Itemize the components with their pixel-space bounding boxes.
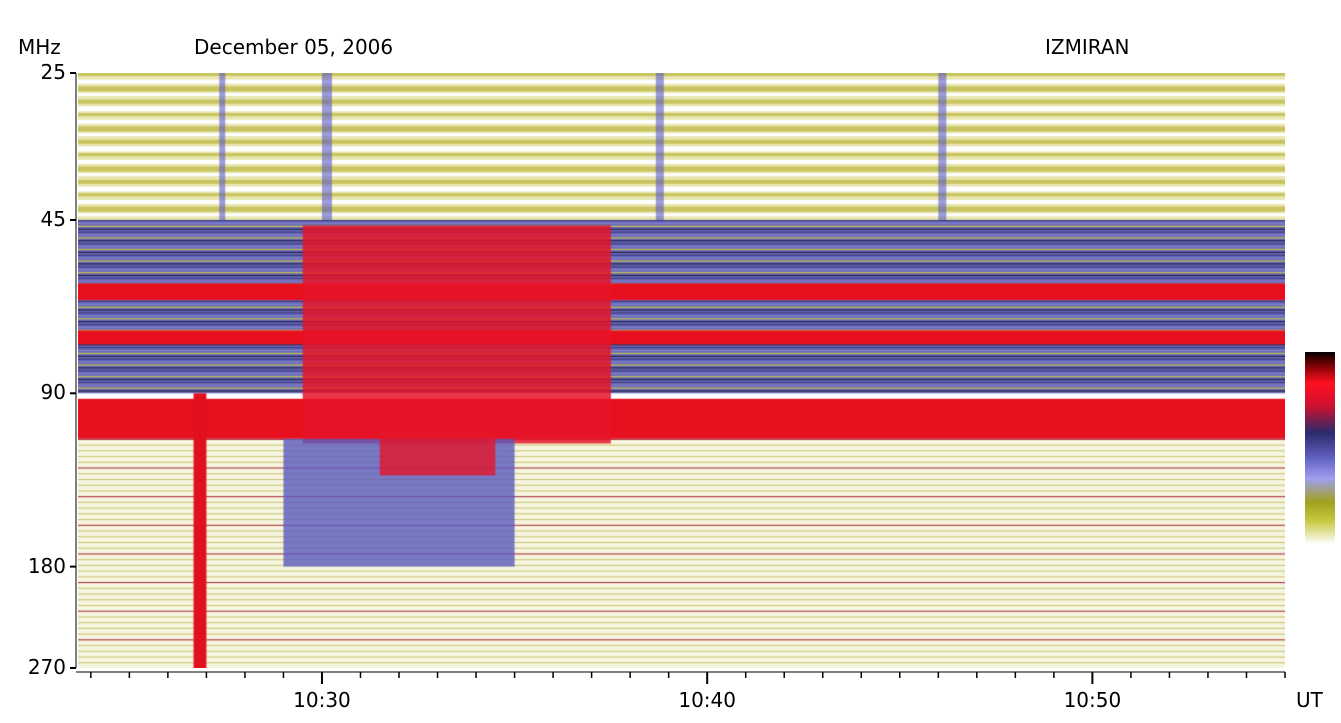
colorbar	[1305, 352, 1335, 544]
x-tick-label: 10:30	[293, 688, 351, 712]
y-tick-label: 45	[40, 206, 66, 231]
x-tick-label: 10:50	[1063, 688, 1122, 712]
y-tick-label: 180	[27, 553, 66, 578]
x-unit-label: UT	[1296, 688, 1323, 712]
y-tick-label: 25	[40, 60, 66, 84]
y-unit-label: MHz	[18, 35, 61, 59]
y-tick-label: 270	[27, 655, 66, 679]
x-tick-label: 10:40	[678, 688, 736, 712]
date-label: December 05, 2006	[194, 35, 394, 59]
spectrogram-heatmap	[78, 73, 1285, 668]
observatory-label: IZMIRAN	[1045, 35, 1130, 59]
y-tick-label: 90	[40, 380, 66, 405]
